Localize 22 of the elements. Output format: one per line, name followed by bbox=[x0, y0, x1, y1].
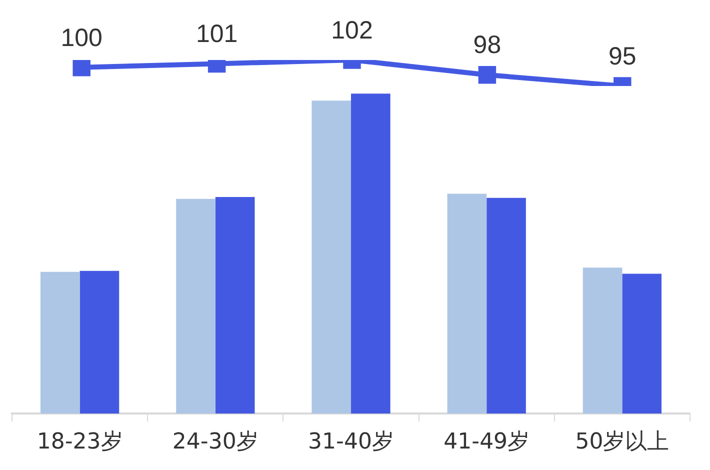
bar bbox=[176, 198, 216, 414]
bar bbox=[80, 270, 120, 414]
bar bbox=[312, 100, 351, 414]
data-label: 98 bbox=[473, 31, 502, 60]
bar bbox=[622, 274, 662, 414]
x-tick-label: 31-40岁 bbox=[308, 430, 394, 455]
bar bbox=[215, 196, 255, 414]
data-label: 101 bbox=[196, 20, 238, 48]
bar bbox=[40, 272, 80, 414]
bar bbox=[582, 268, 622, 414]
point bbox=[478, 66, 496, 84]
x-tick-label: 50岁以上 bbox=[575, 430, 670, 455]
data-label: 95 bbox=[608, 42, 636, 70]
bar bbox=[447, 194, 487, 414]
point bbox=[72, 60, 90, 76]
x-tick-label: 18-23岁 bbox=[36, 430, 123, 455]
data-label: 100 bbox=[60, 24, 102, 52]
x-tick-label: 41-49岁 bbox=[444, 430, 530, 455]
x-tick-label: 24-30岁 bbox=[172, 430, 258, 455]
bar bbox=[351, 94, 390, 414]
bar bbox=[486, 198, 526, 414]
data-label: 102 bbox=[331, 16, 373, 44]
